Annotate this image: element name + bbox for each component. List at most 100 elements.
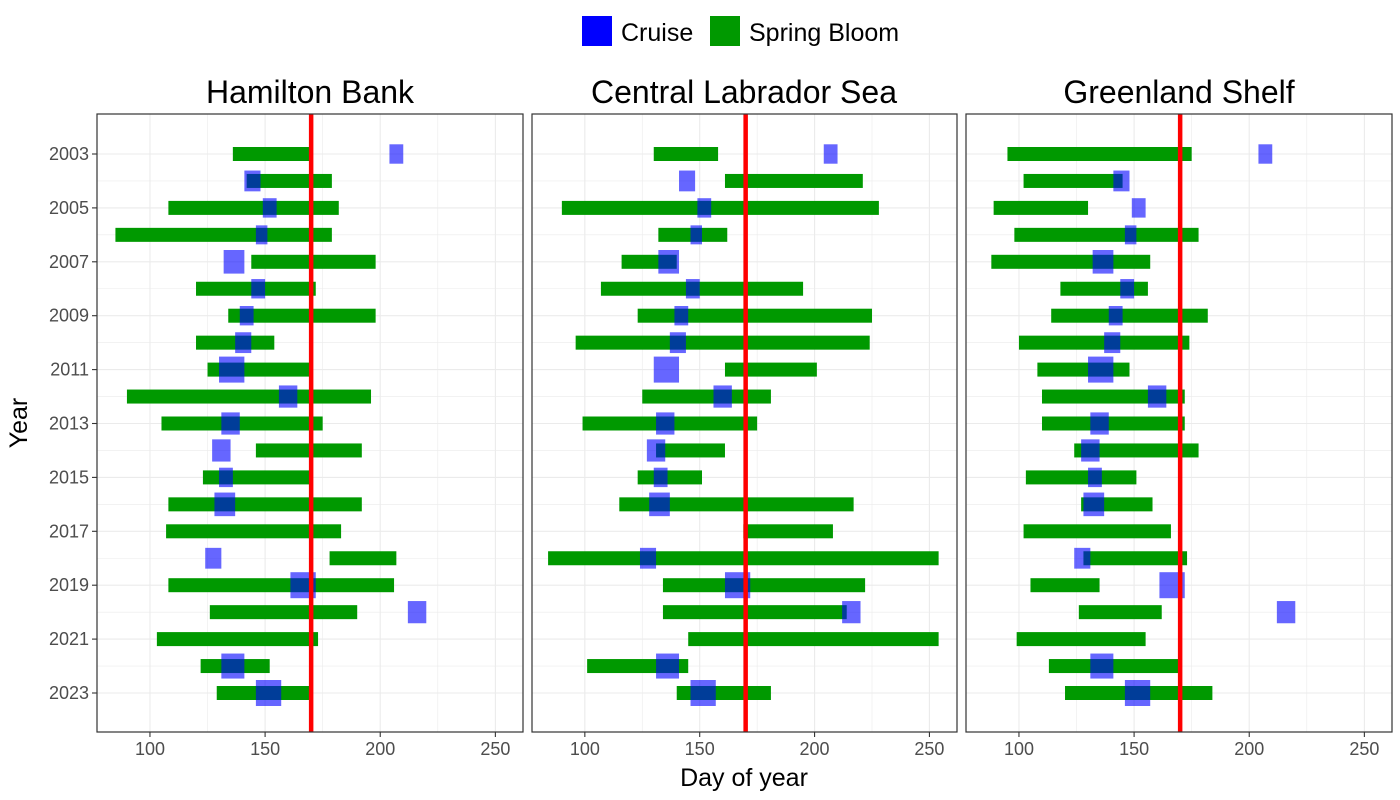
x-tick-label: 150 <box>250 739 280 759</box>
spring-bloom-bar <box>1016 632 1146 647</box>
cruise-bar <box>713 385 732 408</box>
spring-bloom-bar <box>653 147 719 161</box>
x-tick-label: 100 <box>570 739 600 759</box>
legend-swatch-cruise <box>582 16 612 46</box>
cruise-bar <box>1131 198 1146 218</box>
x-tick-label: 200 <box>365 739 395 759</box>
spring-bloom-bar <box>743 524 833 539</box>
cruise-bar <box>219 356 245 383</box>
x-tick-label: 250 <box>1349 739 1379 759</box>
cruise-bar <box>1124 225 1137 245</box>
y-tick-label: 2021 <box>49 629 89 649</box>
legend-label-spring-bloom: Spring Bloom <box>749 19 899 47</box>
cruise-bar <box>658 250 680 274</box>
cruise-bar <box>649 492 670 517</box>
spring-bloom-bar <box>688 632 939 647</box>
cruise-bar <box>646 439 666 462</box>
x-tick-label: 250 <box>914 739 944 759</box>
cruise-bar <box>278 385 298 408</box>
spring-bloom-bar <box>1014 227 1199 242</box>
spring-bloom-bar <box>156 632 319 647</box>
cruise-bar <box>235 332 252 354</box>
spring-bloom-bar <box>991 254 1151 269</box>
spring-bloom-bar <box>993 200 1089 215</box>
cruise-bar <box>221 653 245 679</box>
y-tick-label: 2003 <box>49 144 89 164</box>
spring-bloom-bar <box>1041 416 1185 431</box>
spring-bloom-bar <box>329 551 397 566</box>
cruise-bar <box>1088 467 1102 488</box>
cruise-bar <box>1074 547 1091 569</box>
cruise-bar <box>251 279 266 299</box>
cruise-bar <box>1090 653 1114 679</box>
spring-bloom-bar <box>1007 147 1192 161</box>
cruise-bar <box>690 225 702 245</box>
spring-bloom-bar <box>1074 443 1199 458</box>
cruise-bar <box>653 356 680 383</box>
cruise-bar <box>255 680 282 706</box>
spring-bloom-bar <box>209 605 358 620</box>
cruise-bar <box>214 492 236 517</box>
cruise-bar <box>239 306 254 326</box>
cruise-bar <box>255 225 268 245</box>
x-tick-label: 150 <box>685 739 715 759</box>
cruise-bar <box>223 250 245 274</box>
spring-bloom-bar <box>251 254 376 269</box>
x-tick-label: 100 <box>135 739 165 759</box>
cruise-bar <box>674 306 689 326</box>
panel-title-greenland-shelf: Greenland Shelf <box>1063 74 1294 110</box>
spring-bloom-bar <box>561 200 879 215</box>
spring-bloom-bar <box>724 173 863 188</box>
cruise-bar <box>1108 306 1123 326</box>
spring-bloom-bar <box>255 443 362 458</box>
cruise-bar <box>669 332 686 354</box>
y-tick-label: 2013 <box>49 414 89 434</box>
x-tick-label: 200 <box>800 739 830 759</box>
cruise-bar <box>639 547 657 569</box>
cruise-bar <box>407 601 427 624</box>
spring-bloom-bar <box>168 497 362 512</box>
y-tick-label: 2009 <box>49 306 89 326</box>
spring-bloom-bar <box>619 497 854 512</box>
spring-bloom-bar <box>637 308 872 323</box>
spring-bloom-bar <box>1023 524 1171 539</box>
spring-bloom-bar <box>662 578 866 593</box>
cruise-bar <box>1092 250 1114 274</box>
spring-bloom-bar <box>168 200 339 215</box>
cruise-bar <box>842 601 861 624</box>
cruise-bar <box>205 547 222 569</box>
cruise-bar <box>823 144 838 164</box>
cruise-bar <box>1090 412 1109 435</box>
cruise-bar <box>690 680 716 706</box>
plot-area: 100 150 200 250 100 150 200 250 100 150 200 250 2003… <box>49 113 1393 759</box>
panel-border <box>531 113 958 733</box>
x-tick-label: 150 <box>1119 739 1149 759</box>
spring-bloom-bar <box>1060 281 1148 296</box>
cruise-bar <box>1124 680 1151 706</box>
cruise-bar <box>679 170 696 192</box>
cruise-bar <box>656 653 680 679</box>
cruise-bar <box>212 439 231 462</box>
spring-bloom-bar <box>166 524 342 539</box>
y-tick-label: 2007 <box>49 252 89 272</box>
panel-title-central-labrador-sea: Central Labrador Sea <box>591 74 897 110</box>
cruise-bar <box>389 144 404 164</box>
cruise-bar <box>1083 492 1105 517</box>
spring-bloom-bar <box>1037 362 1130 377</box>
spring-bloom-bar <box>1078 605 1162 620</box>
cruise-bar <box>1276 601 1296 624</box>
legend-label-cruise: Cruise <box>621 19 693 47</box>
x-tick-label: 100 <box>1004 739 1034 759</box>
spring-bloom-bar <box>1025 470 1137 485</box>
spring-bloom-bar <box>1083 551 1188 566</box>
spring-bloom-bar <box>637 470 702 485</box>
cruise-bar <box>219 467 233 488</box>
panel-border <box>965 113 1393 733</box>
y-tick-label: 2015 <box>49 467 89 487</box>
x-tick-label: 250 <box>480 739 510 759</box>
cruise-bar <box>244 170 261 192</box>
spring-bloom-bar <box>228 308 376 323</box>
cruise-bar <box>685 279 700 299</box>
spring-bloom-bar <box>126 389 372 404</box>
